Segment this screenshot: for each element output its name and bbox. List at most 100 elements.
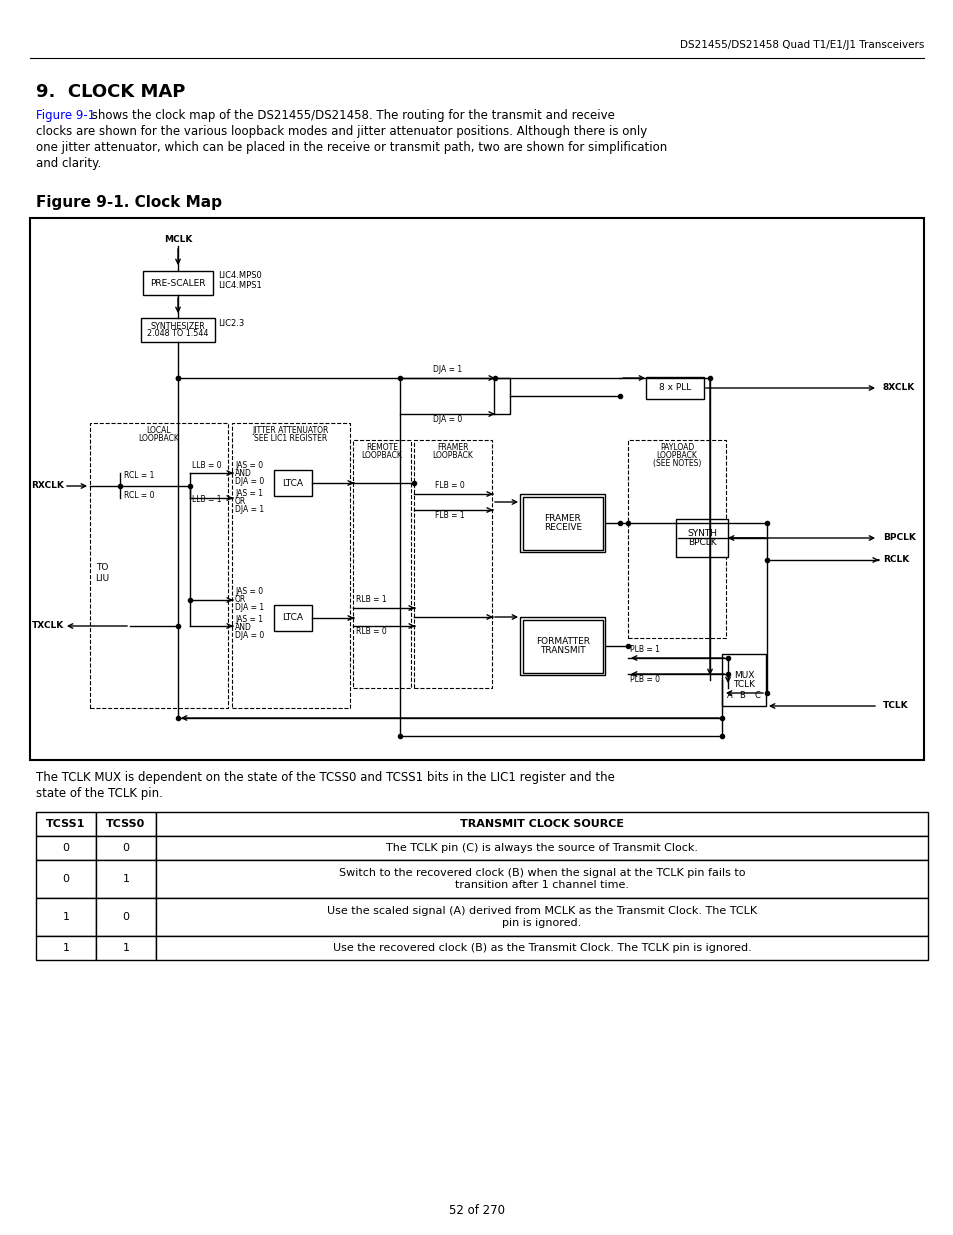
Text: PLB = 1: PLB = 1 (629, 646, 659, 655)
Text: DJA = 1: DJA = 1 (433, 366, 462, 374)
Text: LTCA: LTCA (282, 478, 303, 488)
Text: OR: OR (234, 595, 246, 604)
Text: RCLK: RCLK (882, 556, 908, 564)
Text: PAYLOAD: PAYLOAD (659, 443, 694, 452)
Text: TRANSMIT: TRANSMIT (539, 646, 585, 655)
Text: shows the clock map of the DS21455/DS21458. The routing for the transmit and rec: shows the clock map of the DS21455/DS214… (88, 110, 615, 122)
Text: Switch to the recovered clock (B) when the signal at the TCLK pin fails to: Switch to the recovered clock (B) when t… (338, 867, 744, 878)
Bar (156, 898, 927, 936)
Bar (90, 424, 228, 708)
Text: SYNTHESIZER: SYNTHESIZER (151, 321, 205, 331)
Text: pin is ignored.: pin is ignored. (502, 919, 581, 929)
Text: 8 x PLL: 8 x PLL (659, 384, 690, 393)
Text: B: B (739, 690, 744, 699)
Text: DJA = 0: DJA = 0 (234, 631, 264, 640)
Text: SYNTH: SYNTH (686, 530, 717, 538)
Bar (627, 440, 725, 638)
Text: and clarity.: and clarity. (36, 158, 101, 170)
Bar (721, 655, 765, 706)
Text: OR: OR (234, 496, 246, 505)
Text: RXCLK: RXCLK (31, 482, 64, 490)
Text: FLB = 0: FLB = 0 (435, 482, 464, 490)
Text: BPCLK: BPCLK (882, 534, 915, 542)
Text: RLB = 0: RLB = 0 (355, 627, 386, 636)
Text: 0: 0 (63, 874, 70, 884)
Text: LOOPBACK: LOOPBACK (656, 451, 697, 459)
Bar (156, 836, 927, 860)
Text: JAS = 1: JAS = 1 (234, 489, 263, 498)
Text: Figure 9-1: Figure 9-1 (36, 110, 95, 122)
Text: JAS = 1: JAS = 1 (234, 615, 263, 624)
Text: Use the recovered clock (B) as the Transmit Clock. The TCLK pin is ignored.: Use the recovered clock (B) as the Trans… (333, 944, 751, 953)
Text: The TCLK pin (C) is always the source of Transmit Clock.: The TCLK pin (C) is always the source of… (386, 844, 698, 853)
Bar (36, 936, 96, 960)
Bar (96, 836, 156, 860)
Text: RCL = 1: RCL = 1 (124, 471, 154, 479)
Text: 1: 1 (122, 944, 130, 953)
Text: TRANSMIT CLOCK SOURCE: TRANSMIT CLOCK SOURCE (459, 819, 623, 829)
Text: LOCAL: LOCAL (147, 426, 172, 435)
Bar (96, 898, 156, 936)
Text: 0: 0 (122, 844, 130, 853)
Text: 52 of 270: 52 of 270 (449, 1203, 504, 1216)
Text: TCSS1: TCSS1 (47, 819, 86, 829)
Text: C: C (753, 690, 760, 699)
Text: FORMATTER: FORMATTER (536, 637, 589, 646)
Bar (96, 811, 156, 836)
Text: TCSS0: TCSS0 (107, 819, 146, 829)
Text: LIC4.MPS1: LIC4.MPS1 (218, 282, 261, 290)
Bar (36, 836, 96, 860)
Text: LLB = 0: LLB = 0 (192, 462, 221, 471)
Bar (274, 471, 312, 496)
Text: Figure 9-1. Clock Map: Figure 9-1. Clock Map (36, 194, 222, 210)
Text: state of the TCLK pin.: state of the TCLK pin. (36, 788, 163, 800)
Bar (141, 317, 214, 342)
Text: MUX: MUX (733, 672, 754, 680)
Text: DS21455/DS21458 Quad T1/E1/J1 Transceivers: DS21455/DS21458 Quad T1/E1/J1 Transceive… (679, 40, 923, 49)
Bar (522, 496, 602, 550)
Text: AND: AND (234, 622, 252, 631)
Text: MCLK: MCLK (164, 236, 192, 245)
Bar (30, 219, 923, 760)
Text: DJA = 1: DJA = 1 (234, 505, 264, 514)
Bar (353, 440, 411, 688)
Text: clocks are shown for the various loopback modes and jitter attenuator positions.: clocks are shown for the various loopbac… (36, 126, 646, 138)
Bar (36, 811, 96, 836)
Text: 8XCLK: 8XCLK (882, 384, 914, 393)
Text: TXCLK: TXCLK (31, 621, 64, 631)
Text: LOOPBACK: LOOPBACK (432, 451, 473, 459)
Text: DJA = 1: DJA = 1 (234, 604, 264, 613)
Text: FRAMER: FRAMER (544, 514, 580, 524)
Bar (36, 860, 96, 898)
Bar (143, 270, 213, 295)
Text: FLB = 1: FLB = 1 (435, 511, 464, 520)
Text: LIC4.MPS0: LIC4.MPS0 (218, 272, 261, 280)
Text: TCLK: TCLK (882, 701, 907, 710)
Bar (520, 494, 605, 552)
Text: TCLK: TCLK (732, 679, 754, 689)
Bar (232, 424, 350, 708)
Text: 9.  CLOCK MAP: 9. CLOCK MAP (36, 83, 185, 101)
Text: LOOPBACK: LOOPBACK (138, 433, 179, 443)
Text: RCL = 0: RCL = 0 (124, 492, 154, 500)
Text: AND: AND (234, 469, 252, 478)
Text: DJA = 0: DJA = 0 (234, 478, 264, 487)
Text: JAS = 0: JAS = 0 (234, 588, 263, 597)
Bar (96, 936, 156, 960)
Text: JITTER ATTENUATOR: JITTER ATTENUATOR (253, 426, 329, 435)
Text: transition after 1 channel time.: transition after 1 channel time. (455, 881, 628, 890)
Text: DJA = 0: DJA = 0 (433, 415, 462, 425)
Bar (645, 377, 703, 399)
Text: LIC2.3: LIC2.3 (218, 320, 244, 329)
Bar (96, 860, 156, 898)
Bar (414, 440, 492, 688)
Text: BPCLK: BPCLK (687, 537, 716, 547)
Text: SEE LIC1 REGISTER: SEE LIC1 REGISTER (254, 433, 327, 443)
Bar (676, 519, 727, 557)
Text: RECEIVE: RECEIVE (543, 522, 581, 532)
Text: TO
LIU: TO LIU (95, 563, 109, 583)
Text: JAS = 0: JAS = 0 (234, 462, 263, 471)
Bar (156, 936, 927, 960)
Text: 1: 1 (122, 874, 130, 884)
Text: LTCA: LTCA (282, 614, 303, 622)
